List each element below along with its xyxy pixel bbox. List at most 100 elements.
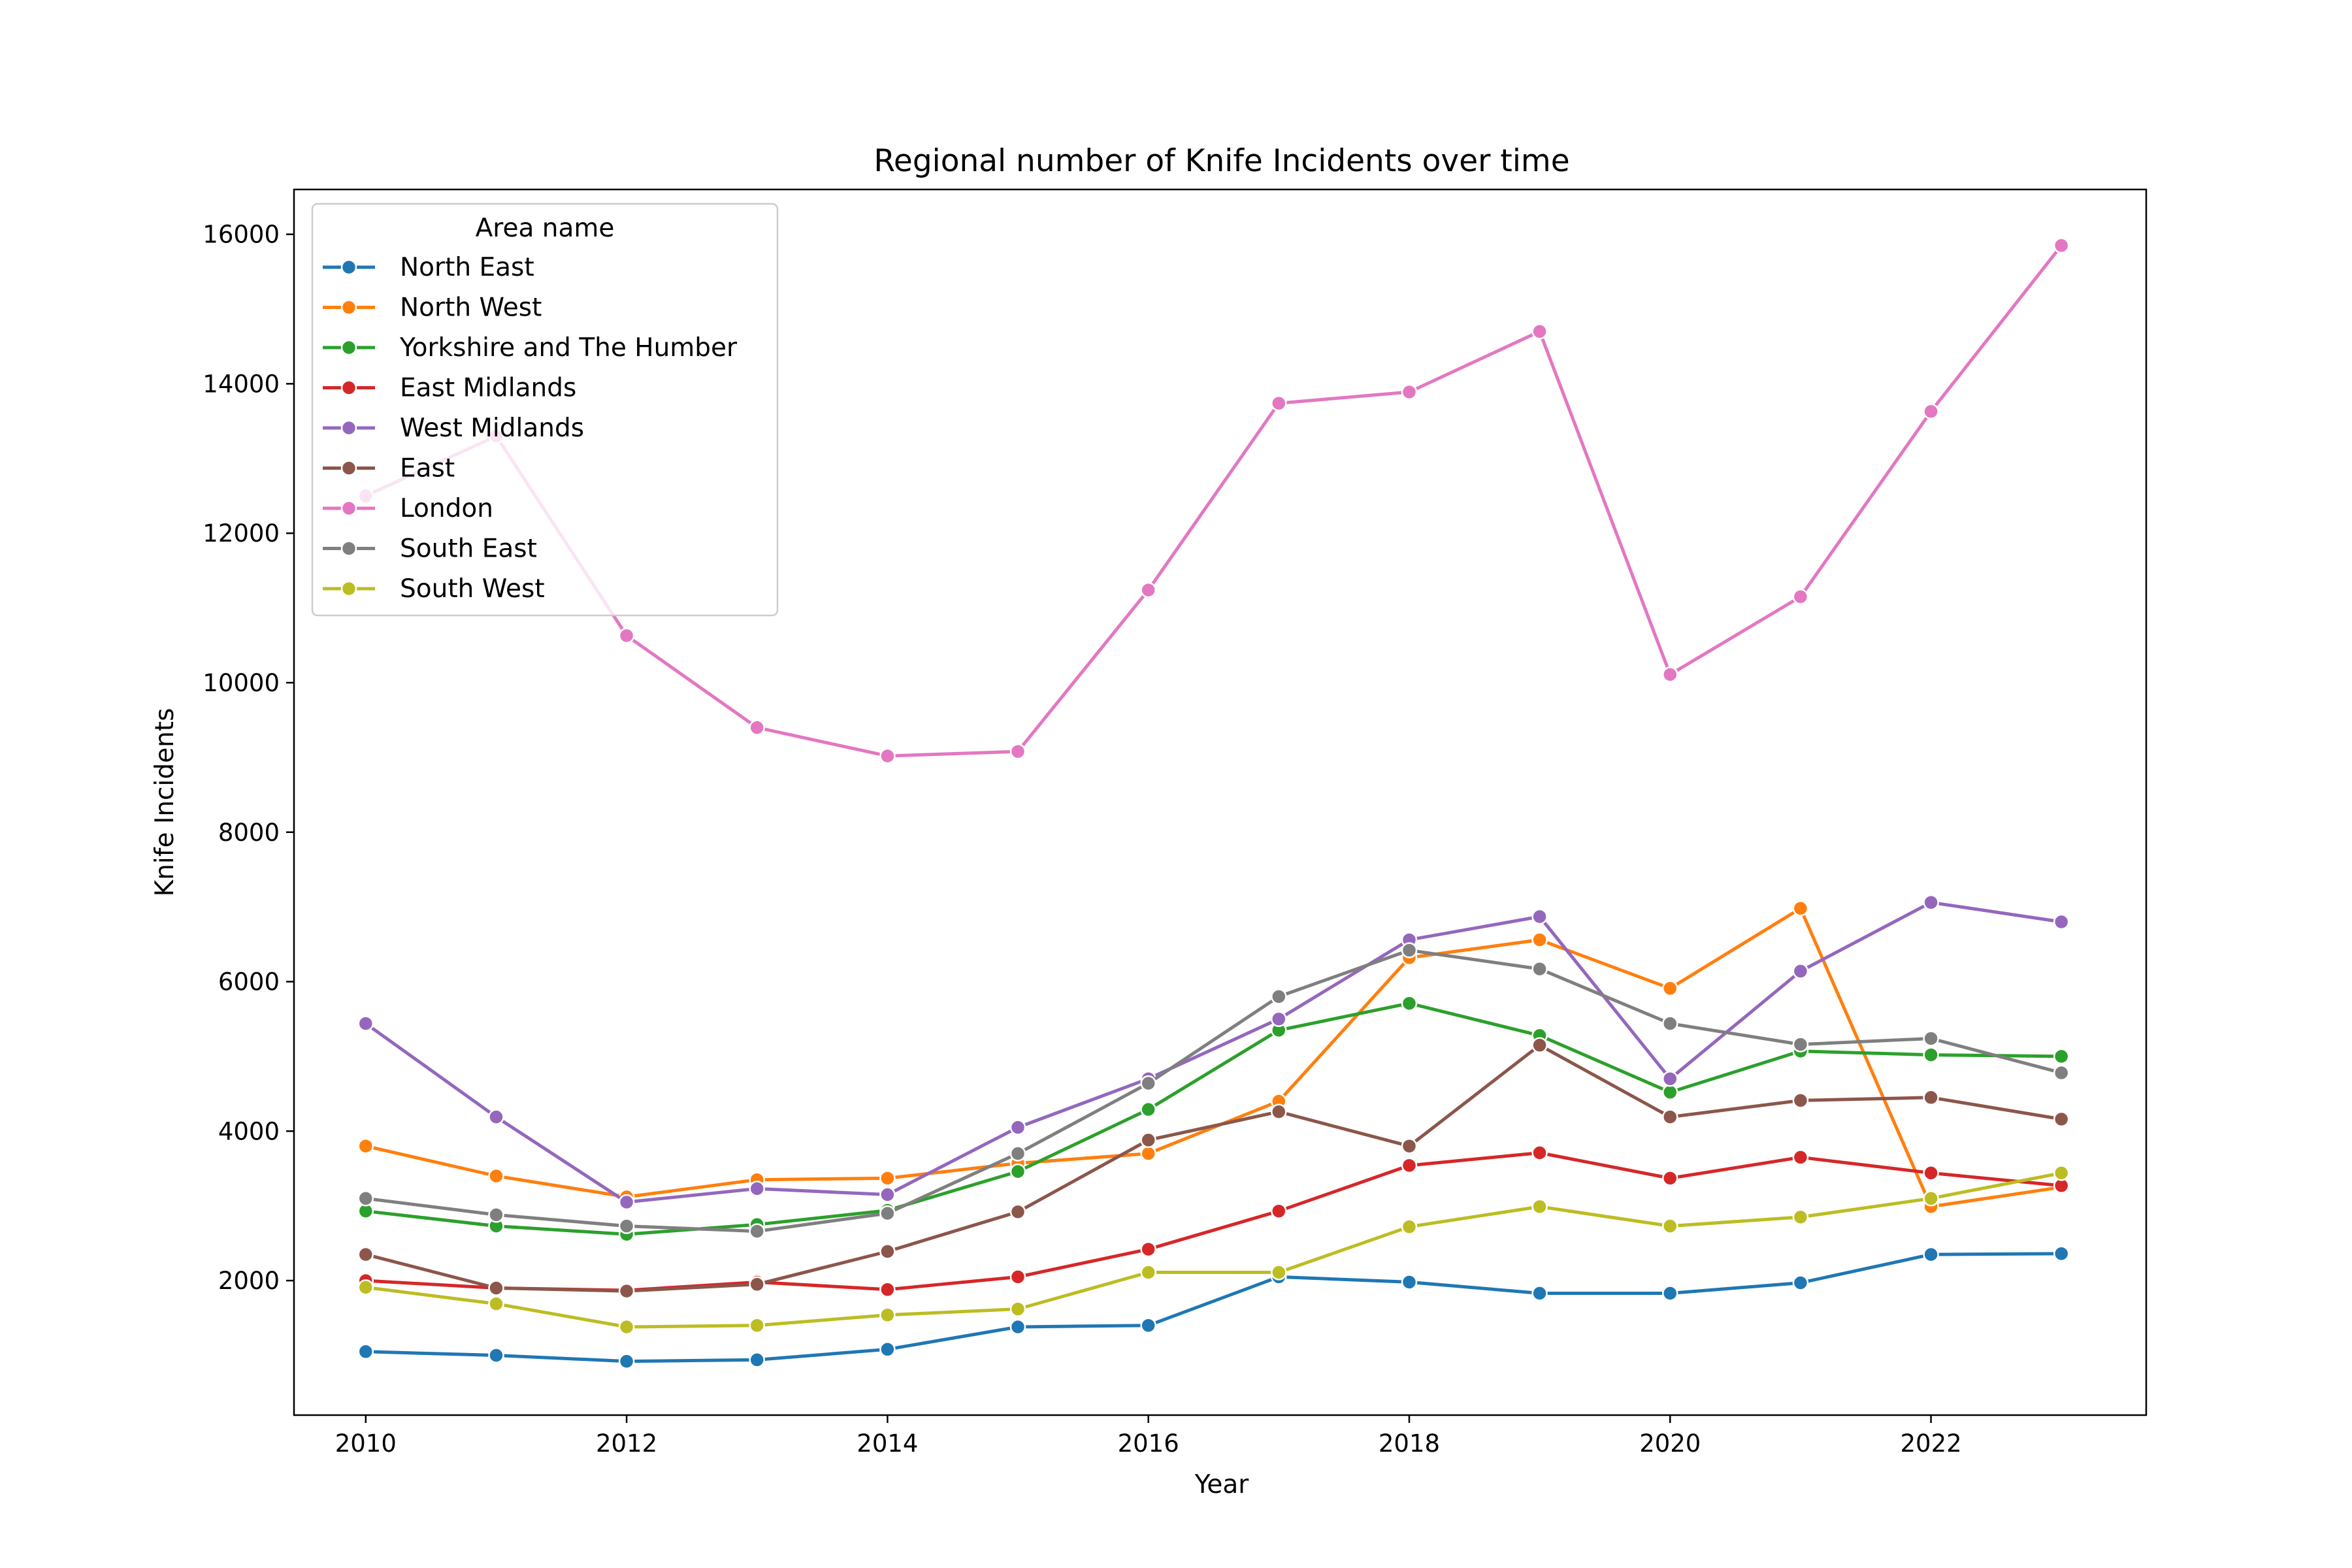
data-point-north-west-2021 — [1792, 900, 1809, 917]
data-point-south-west-2010 — [357, 1279, 374, 1296]
plot-area — [357, 237, 2070, 1369]
series-east — [357, 1037, 2070, 1299]
legend-title: Area name — [476, 214, 615, 243]
x-tick-label: 2014 — [857, 1429, 918, 1458]
legend: Area name North East North West Yorkshire … — [311, 203, 779, 617]
data-point-east-midlands-2019 — [1531, 1145, 1548, 1161]
data-point-north-east-2019 — [1531, 1285, 1548, 1301]
legend-swatch-marker — [340, 540, 357, 557]
data-point-north-west-2014 — [879, 1170, 896, 1186]
x-tick-label: 2020 — [1639, 1429, 1701, 1458]
data-point-east-midlands-2014 — [879, 1281, 896, 1298]
y-axis: 2000 4000 6000 8000 10000 12000 14000 16000 — [203, 221, 294, 1295]
legend-item-west-midlands: West Midlands — [323, 414, 584, 443]
data-point-north-west-2010 — [357, 1137, 374, 1154]
data-point-south-east-2019 — [1531, 960, 1548, 977]
x-axis: 2010 2012 2014 2016 2018 2020 2022 — [335, 1415, 1962, 1458]
series-west-midlands — [357, 894, 2070, 1211]
data-point-south-east-2013 — [749, 1223, 765, 1239]
legend-item-north-west: North West — [323, 293, 542, 323]
y-tick-label: 8000 — [218, 819, 280, 847]
data-point-east-2016 — [1140, 1132, 1156, 1149]
x-tick-label: 2018 — [1379, 1429, 1440, 1458]
data-point-east-midlands-2018 — [1401, 1157, 1418, 1174]
data-point-north-east-2015 — [1009, 1318, 1026, 1335]
legend-swatch-marker — [340, 580, 357, 597]
data-point-east-midlands-2015 — [1009, 1269, 1026, 1285]
legend-swatch-marker — [340, 460, 357, 476]
legend-item-london: London — [323, 494, 493, 523]
legend-item-south-west: South West — [323, 574, 545, 604]
data-point-east-2013 — [749, 1276, 765, 1293]
legend-label: Yorkshire and The Humber — [399, 333, 738, 363]
data-point-south-west-2018 — [1401, 1218, 1418, 1235]
data-point-east-2019 — [1531, 1037, 1548, 1054]
x-tick-label: 2012 — [596, 1429, 657, 1458]
data-point-south-west-2020 — [1662, 1218, 1678, 1234]
data-point-london-2020 — [1662, 666, 1678, 683]
data-point-north-west-2016 — [1140, 1145, 1156, 1162]
data-point-north-east-2018 — [1401, 1274, 1418, 1290]
data-point-london-2023 — [2053, 237, 2070, 254]
series-line-south-east — [364, 949, 2063, 1233]
legend-swatch-marker — [340, 419, 357, 436]
data-point-london-2013 — [749, 719, 765, 736]
y-axis-label: Knife Incidents — [150, 708, 180, 897]
data-point-east-2022 — [1923, 1089, 1939, 1106]
data-point-north-east-2021 — [1792, 1275, 1809, 1291]
legend-swatch-marker — [340, 299, 357, 316]
data-point-south-east-2014 — [879, 1205, 896, 1222]
data-point-south-west-2014 — [879, 1307, 896, 1323]
data-point-west-midlands-2019 — [1531, 908, 1548, 925]
legend-items: North East North West Yorkshire and The Hu… — [323, 253, 738, 604]
data-point-south-east-2015 — [1009, 1145, 1026, 1162]
data-point-south-east-2022 — [1923, 1030, 1939, 1047]
data-point-east-midlands-2021 — [1792, 1149, 1809, 1166]
data-point-north-east-2013 — [749, 1352, 765, 1368]
series-south-west — [357, 1165, 2070, 1335]
data-point-east-2020 — [1662, 1109, 1678, 1125]
data-point-london-2015 — [1009, 743, 1026, 760]
series-line-yorkshire-and-the-humber — [364, 1002, 2063, 1236]
legend-swatch-marker — [340, 339, 357, 356]
data-point-south-east-2017 — [1271, 988, 1287, 1005]
data-point-east-2012 — [618, 1282, 635, 1299]
y-tick-label: 14000 — [203, 370, 280, 398]
data-point-west-midlands-2015 — [1009, 1119, 1026, 1135]
legend-label: East Midlands — [400, 374, 576, 403]
data-point-north-west-2019 — [1531, 932, 1548, 948]
chart-title: Regional number of Knife Incidents over … — [874, 143, 1569, 179]
series-line-london — [364, 244, 2063, 758]
data-point-yorkshire-and-the-humber-2023 — [2053, 1048, 2070, 1065]
legend-label: East — [400, 454, 455, 483]
data-point-south-east-2023 — [2053, 1064, 2070, 1081]
data-point-london-2012 — [618, 627, 635, 644]
data-point-london-2017 — [1271, 395, 1287, 412]
data-point-east-2011 — [488, 1280, 504, 1296]
legend-swatch-marker — [340, 259, 357, 276]
y-tick-label: 6000 — [218, 968, 280, 996]
data-point-south-west-2016 — [1140, 1264, 1156, 1281]
data-point-north-east-2011 — [488, 1347, 504, 1364]
legend-label: London — [400, 494, 493, 523]
data-point-london-2014 — [879, 747, 896, 764]
data-point-south-west-2022 — [1923, 1190, 1939, 1207]
data-point-south-west-2021 — [1792, 1209, 1809, 1226]
series-north-east — [357, 1245, 2070, 1369]
data-point-yorkshire-and-the-humber-2018 — [1401, 995, 1418, 1011]
series-line-west-midlands — [364, 900, 2063, 1204]
data-point-south-east-2020 — [1662, 1015, 1678, 1032]
data-point-south-west-2013 — [749, 1317, 765, 1333]
legend-item-east-midlands: East Midlands — [323, 374, 576, 403]
legend-item-yorkshire-and-the-humber: Yorkshire and The Humber — [323, 333, 738, 363]
data-point-north-east-2012 — [618, 1353, 635, 1369]
x-axis-label: Year — [1194, 1470, 1250, 1499]
data-point-london-2016 — [1140, 581, 1156, 598]
data-point-east-midlands-2017 — [1271, 1203, 1287, 1219]
data-point-east-2018 — [1401, 1137, 1418, 1154]
data-point-east-midlands-2022 — [1923, 1165, 1939, 1181]
data-point-london-2021 — [1792, 589, 1809, 605]
data-point-north-west-2011 — [488, 1168, 504, 1184]
data-point-north-east-2010 — [357, 1343, 374, 1360]
data-point-west-midlands-2011 — [488, 1109, 504, 1125]
